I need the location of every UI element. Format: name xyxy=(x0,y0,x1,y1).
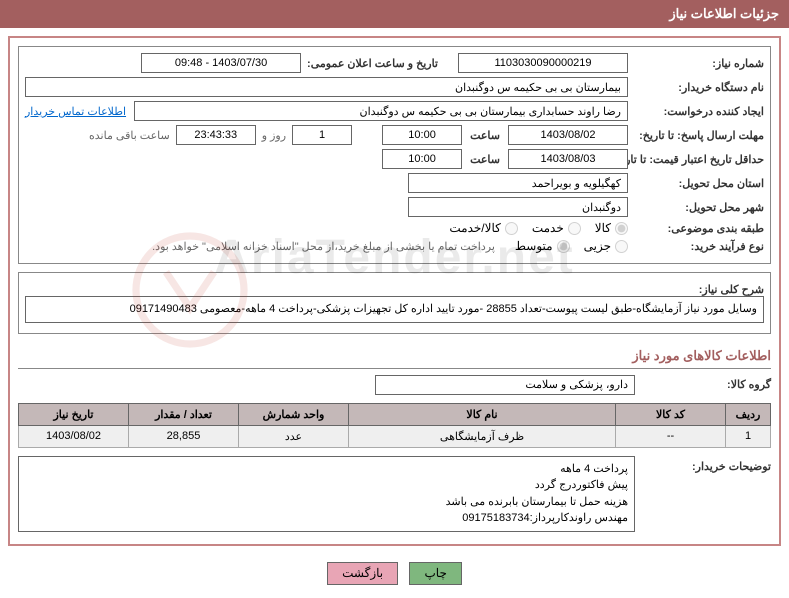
print-button[interactable]: چاپ xyxy=(409,562,461,585)
td-unit: عدد xyxy=(239,425,349,447)
deadline-date-field: 1403/08/02 xyxy=(508,125,628,145)
td-row: 1 xyxy=(726,425,771,447)
process-note: پرداخت تمام یا بخشی از مبلغ خرید،از محل … xyxy=(152,240,495,253)
group-field: دارو، پزشکی و سلامت xyxy=(375,375,635,395)
th-unit: واحد شمارش xyxy=(239,403,349,425)
main-frame: شماره نیاز: 1103030090000219 تاریخ و ساع… xyxy=(8,36,781,546)
td-date: 1403/08/02 xyxy=(19,425,129,447)
buyer-notes-label: توضیحات خریدار: xyxy=(641,456,771,473)
announce-date-label: تاریخ و ساعت اعلان عمومی: xyxy=(307,57,438,70)
city-label: شهر محل تحویل: xyxy=(634,201,764,214)
th-date: تاریخ نیاز xyxy=(19,403,129,425)
note-line-2: پیش فاکتوردرج گردد xyxy=(25,477,628,494)
req-number-label: شماره نیاز: xyxy=(634,57,764,70)
info-section: شماره نیاز: 1103030090000219 تاریخ و ساع… xyxy=(18,46,771,264)
desc-label: شرح کلی نیاز: xyxy=(634,279,764,296)
th-row: ردیف xyxy=(726,403,771,425)
buyer-field: بیمارستان بی بی حکیمه س دوگنبدان xyxy=(25,77,628,97)
creator-label: ایجاد کننده درخواست: xyxy=(634,105,764,118)
goods-table: ردیف کد کالا نام کالا واحد شمارش تعداد /… xyxy=(18,403,771,448)
td-qty: 28,855 xyxy=(129,425,239,447)
deadline-time-field: 10:00 xyxy=(382,125,462,145)
contact-link[interactable]: اطلاعات تماس خریدار xyxy=(25,105,126,118)
process-radio-group: جزیی متوسط xyxy=(515,239,628,253)
td-code: -- xyxy=(616,425,726,447)
radio-jozi[interactable]: جزیی xyxy=(584,239,628,253)
buyer-notes-box: پرداخت 4 ماهه پیش فاکتوردرج گردد هزینه ح… xyxy=(18,456,635,532)
category-radio-group: کالا خدمت کالا/خدمت xyxy=(449,221,628,235)
province-field: کهگیلویه و بویراحمد xyxy=(408,173,628,193)
group-label: گروه کالا: xyxy=(641,378,771,391)
creator-field: رضا راوند حسابداری بیمارستان بی بی حکیمه… xyxy=(134,101,628,121)
page-title-bar: جزئیات اطلاعات نیاز xyxy=(0,0,789,28)
category-label: طبقه بندی موضوعی: xyxy=(634,222,764,235)
validity-date-field: 1403/08/03 xyxy=(508,149,628,169)
desc-text: وسایل مورد نیاز آزمایشگاه-طبق لیست پیوست… xyxy=(25,296,764,323)
goods-section-title: اطلاعات کالاهای مورد نیاز xyxy=(18,342,771,369)
time-label-2: ساعت xyxy=(470,153,500,166)
time-label-1: ساعت xyxy=(470,129,500,142)
note-line-3: هزینه حمل تا بیمارستان بابرنده می باشد xyxy=(25,494,628,511)
deadline-label: مهلت ارسال پاسخ: تا تاریخ: xyxy=(634,129,764,142)
th-code: کد کالا xyxy=(616,403,726,425)
radio-both[interactable]: کالا/خدمت xyxy=(449,221,517,235)
days-field: 1 xyxy=(292,125,352,145)
buyer-label: نام دستگاه خریدار: xyxy=(634,81,764,94)
radio-kala[interactable]: کالا xyxy=(595,221,628,235)
req-number-field: 1103030090000219 xyxy=(458,53,628,73)
announce-date-field: 1403/07/30 - 09:48 xyxy=(141,53,301,73)
table-row: 1 -- ظرف آزمایشگاهی عدد 28,855 1403/08/0… xyxy=(19,425,771,447)
days-text: روز و xyxy=(262,129,286,142)
back-button[interactable]: بازگشت xyxy=(327,562,398,585)
footer-buttons: چاپ بازگشت xyxy=(0,554,789,593)
td-name: ظرف آزمایشگاهی xyxy=(349,425,616,447)
description-section: شرح کلی نیاز: وسایل مورد نیاز آزمایشگاه-… xyxy=(18,272,771,334)
th-qty: تعداد / مقدار xyxy=(129,403,239,425)
validity-time-field: 10:00 xyxy=(382,149,462,169)
radio-motavaset[interactable]: متوسط xyxy=(515,239,570,253)
page-title: جزئیات اطلاعات نیاز xyxy=(669,6,779,21)
remain-time-field: 23:43:33 xyxy=(176,125,256,145)
note-line-1: پرداخت 4 ماهه xyxy=(25,461,628,478)
validity-label: حداقل تاریخ اعتبار قیمت: تا تاریخ: xyxy=(634,153,764,166)
note-line-4: مهندس راوندکارپرداز:09175183734 xyxy=(25,510,628,527)
city-field: دوگنبدان xyxy=(408,197,628,217)
province-label: استان محل تحویل: xyxy=(634,177,764,190)
remain-label: ساعت باقی مانده xyxy=(89,129,170,142)
th-name: نام کالا xyxy=(349,403,616,425)
table-header-row: ردیف کد کالا نام کالا واحد شمارش تعداد /… xyxy=(19,403,771,425)
process-label: نوع فرآیند خرید: xyxy=(634,240,764,253)
radio-khadamat[interactable]: خدمت xyxy=(532,221,581,235)
